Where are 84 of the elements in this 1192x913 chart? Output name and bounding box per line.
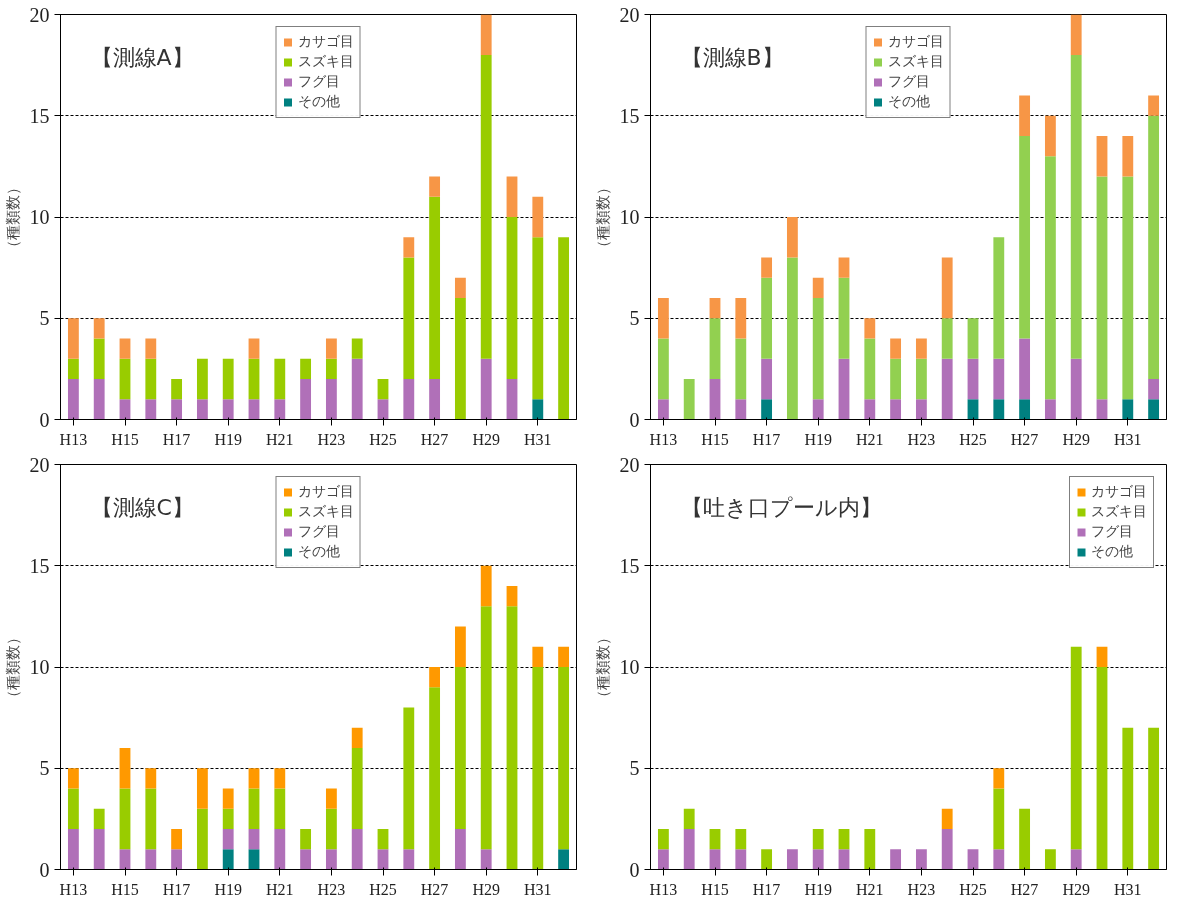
y-tick-label: 15 (29, 554, 50, 577)
x-tick-label: H21 (266, 880, 294, 898)
x-tick-label: H17 (752, 880, 781, 898)
x-tick-label: H15 (111, 880, 139, 898)
text: 【測線B】 (680, 44, 784, 70)
x-tick-label: H29 (1062, 430, 1090, 448)
x-tick-label: H23 (907, 430, 936, 448)
x-tick-label: H29 (472, 880, 500, 898)
legend-label: その他 (1091, 543, 1133, 561)
legend-label: フグ目 (297, 523, 340, 541)
text: 【測線A】 (90, 44, 194, 70)
x-tick-label: H27 (420, 430, 449, 448)
y-tick-label: 0 (629, 858, 640, 881)
y-tick-label: 20 (619, 453, 640, 476)
x-tick-label: H27 (1010, 880, 1039, 898)
y-tick-label: 15 (29, 104, 50, 127)
y-axis-title: （種類数） (3, 179, 22, 255)
y-tick-label: 20 (29, 3, 50, 26)
x-tick-label: H17 (752, 430, 781, 448)
x-tick-label: H29 (1062, 880, 1090, 898)
x-tick-label: H13 (649, 880, 678, 898)
legend-label: スズキ目 (297, 53, 354, 71)
legend-label: フグ目 (297, 73, 340, 91)
x-tick-label: H15 (701, 880, 729, 898)
y-tick-label: 15 (619, 104, 640, 127)
y-tick-label: 5 (629, 757, 640, 780)
x-tick-label: H21 (856, 880, 884, 898)
legend-label: その他 (887, 93, 930, 111)
text: 【測線C】 (90, 494, 194, 520)
x-tick-label: H25 (959, 430, 987, 448)
x-tick-label: H21 (856, 430, 884, 448)
x-tick-label: H19 (804, 880, 832, 898)
legend-label: カサゴ目 (297, 483, 354, 501)
y-tick-label: 0 (39, 408, 50, 431)
legend-label: その他 (297, 543, 340, 561)
x-tick-label: H23 (317, 430, 346, 448)
y-tick-label: 0 (39, 858, 50, 881)
legend-label: その他 (297, 93, 340, 111)
y-tick-label: 20 (29, 453, 50, 476)
legend-label: フグ目 (887, 73, 930, 91)
legend-label: スズキ目 (887, 53, 944, 71)
text: 【吐き口プール内】 (680, 494, 882, 520)
x-tick-label: H17 (162, 880, 191, 898)
x-tick-label: H25 (369, 430, 397, 448)
x-tick-label: H31 (524, 430, 552, 448)
legend-label: フグ目 (1091, 523, 1133, 541)
x-tick-label: H13 (649, 430, 678, 448)
x-tick-label: H17 (162, 430, 191, 448)
x-tick-label: H29 (472, 430, 500, 448)
x-tick-label: H31 (1114, 880, 1142, 898)
x-tick-label: H27 (420, 880, 449, 898)
y-tick-label: 10 (29, 206, 50, 228)
x-tick-label: H25 (959, 880, 987, 898)
y-tick-label: 5 (629, 307, 640, 330)
y-tick-label: 20 (619, 3, 640, 26)
legend-label: スズキ目 (297, 503, 354, 521)
x-tick-label: H27 (1010, 430, 1039, 448)
legend-label: スズキ目 (1091, 503, 1147, 521)
x-tick-label: H13 (59, 430, 88, 448)
y-tick-label: 10 (619, 656, 640, 678)
y-axis-title: （種類数） (3, 629, 22, 705)
x-tick-label: H23 (907, 880, 936, 898)
y-tick-label: 10 (29, 656, 50, 678)
x-tick-label: H31 (1114, 430, 1142, 448)
y-tick-label: 0 (629, 408, 640, 431)
y-axis-title: （種類数） (593, 179, 612, 255)
x-tick-label: H19 (214, 880, 242, 898)
y-axis-title: （種類数） (593, 629, 612, 705)
x-tick-label: H23 (317, 880, 346, 898)
x-tick-label: H15 (111, 430, 139, 448)
y-tick-label: 15 (619, 554, 640, 577)
x-tick-label: H13 (59, 880, 88, 898)
x-tick-label: H19 (804, 430, 832, 448)
legend-label: カサゴ目 (297, 33, 354, 51)
x-tick-label: H21 (266, 430, 294, 448)
legend-label: カサゴ目 (887, 33, 944, 51)
y-tick-label: 10 (619, 206, 640, 228)
x-tick-label: H15 (701, 430, 729, 448)
y-tick-label: 5 (39, 757, 50, 780)
x-tick-label: H31 (524, 880, 552, 898)
x-tick-label: H25 (369, 880, 397, 898)
legend-label: カサゴ目 (1091, 483, 1147, 501)
y-tick-label: 5 (39, 307, 50, 330)
x-tick-label: H19 (214, 430, 242, 448)
